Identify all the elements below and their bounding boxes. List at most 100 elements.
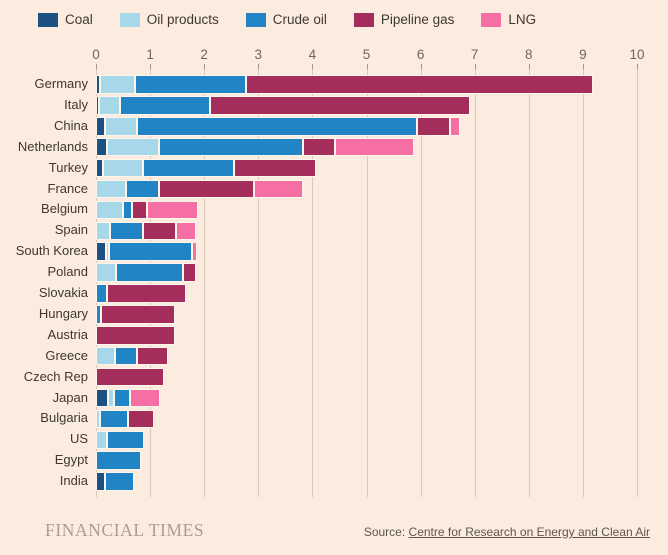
bar-segment-coal xyxy=(96,137,107,157)
axis-tick-label: 1 xyxy=(146,47,154,62)
source-prefix: Source: xyxy=(363,525,409,539)
legend-swatch xyxy=(245,12,266,27)
axis-tick-label: 6 xyxy=(416,47,425,62)
country-label: Italy xyxy=(64,96,88,112)
axis-tick xyxy=(637,64,638,69)
gridline xyxy=(258,64,260,497)
country-label: Greece xyxy=(45,347,88,363)
bar-segment-lng xyxy=(335,137,414,157)
axis-tick xyxy=(582,64,584,69)
bar-segment-lng xyxy=(192,242,197,261)
bar-segment-pipeline-gas xyxy=(416,117,450,136)
bar-segment-crude-oil xyxy=(110,221,144,240)
legend-item-lng: LNG xyxy=(481,12,536,27)
gridline xyxy=(420,64,422,497)
axis-tick xyxy=(258,64,260,69)
gridline xyxy=(582,64,584,497)
legend-item-coal: Coal xyxy=(38,12,93,27)
bar-segment-coal xyxy=(96,158,104,178)
bar-segment-crude-oil xyxy=(119,96,211,115)
bar-segment-oil-products xyxy=(103,158,143,178)
bar-segment-oil-products xyxy=(106,242,109,261)
country-label: Egypt xyxy=(54,452,88,468)
bar-segment-oil-products xyxy=(96,430,108,449)
gridline xyxy=(312,64,314,497)
bar-segment-crude-oil xyxy=(108,242,193,261)
country-label: Netherlands xyxy=(17,138,88,154)
country-label: Czech Rep xyxy=(23,368,88,384)
bar-segment-lng xyxy=(130,388,160,408)
bar-segment-lng xyxy=(253,179,303,199)
country-label: Japan xyxy=(52,389,88,405)
axis-tick xyxy=(474,64,476,69)
legend-label: LNG xyxy=(508,12,537,27)
country-label: China xyxy=(54,117,88,133)
bar-segment-pipeline-gas xyxy=(233,158,317,178)
bar-segment-oil-products xyxy=(100,75,136,94)
bar-segment-oil-products xyxy=(106,137,160,157)
bar-segment-crude-oil xyxy=(135,75,247,94)
axis-tick-label: 3 xyxy=(254,47,263,62)
legend-swatch xyxy=(481,12,502,27)
bar-segment-oil-products xyxy=(96,179,126,199)
legend-label: Pipeline gas xyxy=(380,12,455,27)
legend-swatch xyxy=(38,12,58,27)
bar-segment-coal xyxy=(96,117,105,136)
country-label: Turkey xyxy=(48,159,88,175)
bar-segment-oil-products xyxy=(96,409,100,429)
axis-tick-label: 5 xyxy=(362,47,371,62)
gridline xyxy=(474,64,476,497)
bar-segment-pipeline-gas xyxy=(143,221,176,240)
bar-segment-pipeline-gas xyxy=(159,179,254,199)
axis-tick-label: 10 xyxy=(629,47,645,62)
axis-tick xyxy=(204,64,206,69)
bar-segment-pipeline-gas xyxy=(96,367,165,387)
country-label: Spain xyxy=(54,222,88,238)
bar-segment-crude-oil xyxy=(136,117,417,136)
bar-segment-oil-products xyxy=(96,346,115,366)
bar-segment-pipeline-gas xyxy=(182,263,197,282)
axis-tick-label: 7 xyxy=(470,47,479,62)
bar-segment-crude-oil xyxy=(113,388,131,408)
bar-segment-crude-oil xyxy=(159,137,304,157)
bar-segment-lng xyxy=(175,221,197,240)
bar-segment-oil-products xyxy=(96,200,124,220)
axis-tick-label: 9 xyxy=(579,47,587,62)
legend-label: Crude oil xyxy=(272,12,327,27)
legend-swatch xyxy=(119,12,140,27)
legend-label: Oil products xyxy=(146,12,219,27)
country-label: Belgium xyxy=(41,201,88,217)
bar-segment-pipeline-gas xyxy=(107,284,186,303)
bar-segment-oil-products xyxy=(96,221,111,240)
ft-logo: FINANCIAL TIMES xyxy=(45,520,205,540)
gridline xyxy=(204,64,206,497)
axis-tick xyxy=(96,64,97,69)
bar-segment-crude-oil xyxy=(104,472,134,491)
axis-tick xyxy=(366,64,368,69)
axis-tick xyxy=(150,64,152,69)
axis-tick xyxy=(528,64,530,69)
legend-label: Coal xyxy=(65,12,93,27)
bar-segment-crude-oil xyxy=(142,158,234,178)
bar-segment-lng xyxy=(146,200,199,220)
bar-segment-crude-oil xyxy=(96,451,142,470)
bar-segment-coal xyxy=(96,242,107,261)
bar-segment-oil-products xyxy=(96,263,117,282)
bar-segment-crude-oil xyxy=(96,305,102,324)
country-label: Germany xyxy=(34,76,88,91)
country-label: Austria xyxy=(47,326,88,342)
axis-tick-label: 2 xyxy=(200,47,208,62)
bar-segment-oil-products xyxy=(99,96,120,115)
axis-tick xyxy=(312,64,314,69)
country-label: Hungary xyxy=(38,305,88,321)
country-label: Bulgaria xyxy=(40,410,88,426)
bar-segment-pipeline-gas xyxy=(136,346,168,366)
bar-segment-oil-products xyxy=(108,388,114,408)
gridline xyxy=(637,64,638,497)
axis-tick-label: 0 xyxy=(92,47,100,62)
legend-swatch xyxy=(353,12,374,27)
source-link[interactable]: Centre for Research on Energy and Clean … xyxy=(408,525,650,539)
bar-segment-crude-oil xyxy=(107,430,144,449)
country-label: France xyxy=(47,180,88,196)
bar-segment-pipeline-gas xyxy=(132,200,147,220)
